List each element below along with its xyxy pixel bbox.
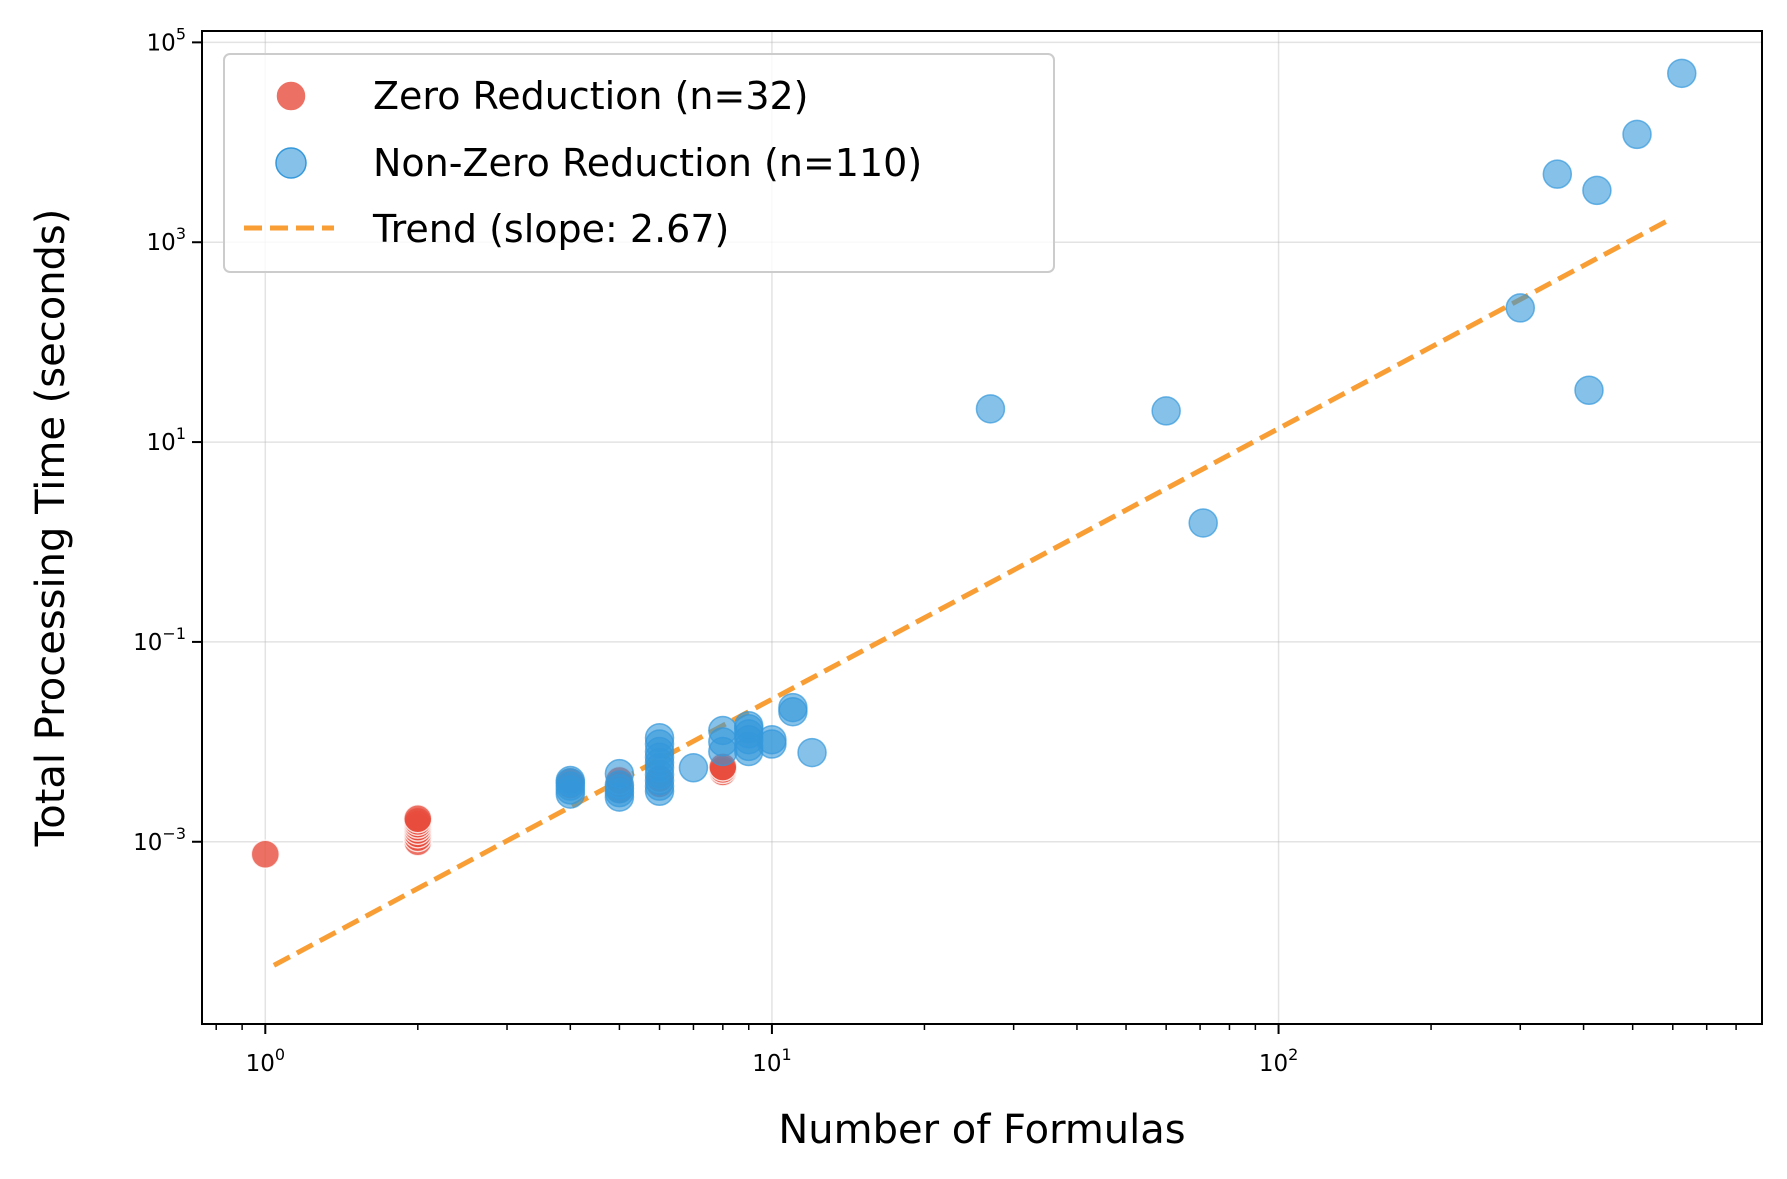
data-point-non-zero-reduction xyxy=(1582,175,1612,206)
data-point-non-zero-reduction xyxy=(1505,293,1536,323)
legend: Zero Reduction (n=32) Non-Zero Reduction… xyxy=(223,53,1055,273)
data-points-layer xyxy=(250,58,1697,869)
data-point-zero-reduction xyxy=(250,839,281,869)
y-tick-label: 101 xyxy=(147,424,186,456)
y-tick-label: 103 xyxy=(147,224,186,256)
data-point-zero-reduction xyxy=(403,803,433,834)
y-axis-ticks: 10−3 10−1 101 103 105 xyxy=(133,24,202,856)
data-point-non-zero-reduction xyxy=(1574,375,1604,406)
data-point-non-zero-reduction xyxy=(678,753,709,783)
data-point-non-zero-reduction xyxy=(1542,159,1573,189)
plot-frame xyxy=(201,30,1763,1025)
legend-marker-zero-reduction xyxy=(275,80,307,112)
y-axis-label: Total Processing Time (seconds) xyxy=(28,209,74,848)
legend-label-non-zero-reduction: Non-Zero Reduction (n=110) xyxy=(373,141,922,185)
x-tick-label: 101 xyxy=(752,1045,791,1077)
data-point-non-zero-reduction xyxy=(1188,508,1218,538)
x-tick-label: 100 xyxy=(246,1045,285,1077)
y-tick-label: 10−3 xyxy=(133,824,186,856)
data-point-non-zero-reduction xyxy=(778,692,808,723)
legend-box xyxy=(223,53,1055,273)
data-point-non-zero-reduction xyxy=(1151,396,1181,426)
data-point-non-zero-reduction xyxy=(604,758,635,789)
legend-label-zero-reduction: Zero Reduction (n=32) xyxy=(373,74,809,118)
data-point-non-zero-reduction xyxy=(757,724,787,755)
y-tick-label: 10−1 xyxy=(133,624,186,656)
trend-line xyxy=(272,215,1674,968)
data-point-non-zero-reduction xyxy=(733,710,764,741)
x-axis-label: Number of Formulas xyxy=(778,1107,1185,1153)
data-point-non-zero-reduction xyxy=(1622,119,1652,150)
data-point-non-zero-reduction xyxy=(1667,58,1697,89)
data-point-non-zero-reduction xyxy=(555,765,586,796)
data-point-non-zero-reduction xyxy=(797,737,827,768)
trend-line-layer xyxy=(272,215,1674,968)
data-point-non-zero-reduction xyxy=(644,722,675,753)
x-axis-ticks: 100 101 102 xyxy=(215,1024,1737,1077)
y-tick-label: 105 xyxy=(147,24,186,56)
series-non-zero-reduction xyxy=(555,58,1697,812)
legend-label-trend: Trend (slope: 2.67) xyxy=(372,207,729,251)
data-point-non-zero-reduction xyxy=(975,394,1006,424)
legend-marker-non-zero-reduction xyxy=(275,147,307,179)
x-tick-label: 102 xyxy=(1259,1045,1298,1077)
grid-lines xyxy=(202,31,1762,1024)
data-point-non-zero-reduction xyxy=(708,715,738,746)
